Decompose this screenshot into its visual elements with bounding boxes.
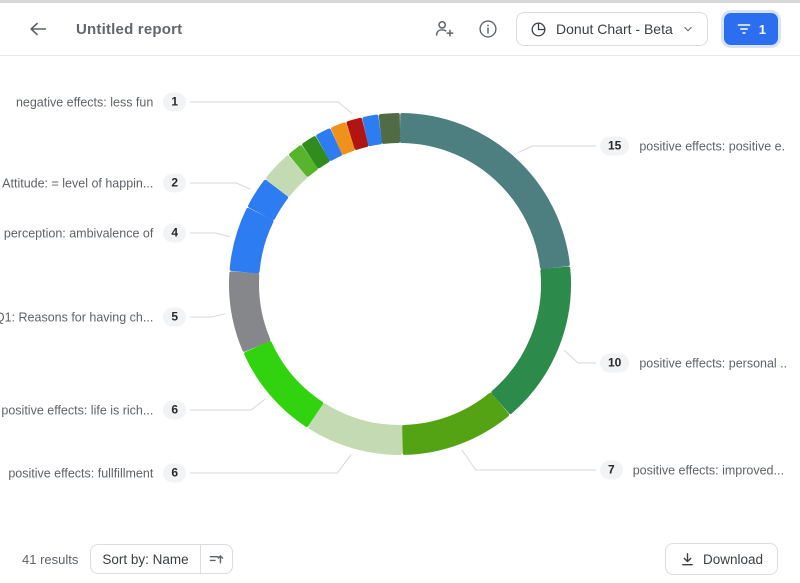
leader-line	[461, 449, 596, 471]
slice-label-text: positive effects: life is rich...	[1, 403, 154, 417]
slice-label-text: perception: ambivalence of	[3, 226, 154, 240]
donut-segment[interactable]	[399, 113, 570, 270]
results-count: 41 results	[22, 551, 79, 567]
slice-label-text: positive effects: personal ..	[639, 356, 788, 370]
filter-button[interactable]: 1	[723, 13, 778, 45]
leader-line	[563, 349, 596, 364]
donut-segment[interactable]	[308, 403, 403, 456]
info-icon	[479, 20, 497, 38]
leader-line	[190, 101, 353, 114]
donut-chart-icon	[531, 22, 546, 36]
donut-segment[interactable]	[491, 266, 571, 414]
slice-count-badge: 6	[163, 400, 186, 420]
slice-label-text: Attitude: = level of happin...	[2, 176, 154, 190]
donut-segment[interactable]	[316, 128, 342, 161]
share-add-person-button[interactable]	[428, 13, 460, 45]
leader-line	[190, 398, 266, 411]
slice-count-badge: 4	[163, 223, 186, 243]
slice-label-text: positive effects: positive e.	[639, 139, 786, 153]
slice-label[interactable]: Attitude: = level of happin... 2	[2, 173, 186, 193]
slice-count-badge: 1	[163, 92, 186, 112]
donut-segment[interactable]	[266, 155, 308, 197]
donut-segment[interactable]	[244, 341, 324, 427]
donut-chart-canvas: 15 positive effects: positive e. 10 positiv…	[0, 56, 800, 535]
sort-button-divider	[199, 545, 201, 573]
slice-label[interactable]: 7 positive effects: improved...	[600, 460, 784, 480]
filter-count-badge: 1	[758, 21, 766, 37]
slice-count-badge: 10	[600, 353, 630, 373]
download-icon	[682, 552, 693, 565]
filter-lines-icon	[737, 24, 751, 34]
chart-type-dropdown[interactable]: Donut Chart - Beta	[516, 12, 708, 46]
person-add-icon	[435, 21, 454, 37]
footer: 41 results Sort by: Name Download	[0, 535, 800, 583]
sort-button[interactable]: Sort by: Name	[90, 544, 233, 574]
sort-label: Sort by: Name	[102, 551, 189, 567]
sort-ascending-icon	[209, 554, 224, 563]
slice-count-badge: 15	[600, 136, 630, 156]
page-title[interactable]: Untitled report	[76, 20, 183, 38]
donut-segment[interactable]	[401, 392, 509, 455]
donut-segment[interactable]	[248, 179, 289, 221]
leader-line	[190, 453, 352, 474]
slice-label[interactable]: 15 positive effects: positive e.	[600, 136, 786, 156]
download-label: Download	[702, 551, 763, 567]
download-button[interactable]: Download	[664, 543, 778, 575]
slice-label-text: positive effects: fullfillment	[8, 466, 154, 480]
leader-line	[190, 232, 230, 238]
donut-segment[interactable]	[289, 145, 318, 177]
chevron-down-icon	[684, 27, 692, 32]
donut-segment[interactable]	[229, 271, 271, 352]
back-button[interactable]	[22, 13, 54, 45]
slice-label[interactable]: positive effects: fullfillment 6	[8, 463, 186, 483]
donut-segment[interactable]	[346, 117, 369, 150]
donut-segment[interactable]	[302, 136, 330, 169]
donut-segment[interactable]	[229, 207, 274, 274]
donut-segment[interactable]	[362, 114, 383, 147]
slice-count-badge: 7	[600, 460, 623, 480]
leader-line	[190, 182, 251, 190]
slice-count-badge: 2	[163, 173, 186, 193]
header: Untitled report Donut Chart - Beta	[0, 3, 800, 56]
slice-label[interactable]: negative effects: less fun 1	[15, 92, 186, 112]
leader-line	[518, 145, 596, 153]
slice-count-badge: 5	[163, 307, 186, 327]
donut-segment[interactable]	[378, 113, 401, 144]
donut-segment[interactable]	[331, 122, 355, 155]
leader-line	[190, 313, 226, 318]
info-button[interactable]	[472, 13, 504, 45]
slice-count-badge: 6	[163, 463, 186, 483]
slice-label-text: negative effects: less fun	[15, 95, 154, 109]
slice-label[interactable]: perception: ambivalence of 4	[3, 223, 186, 243]
slice-label-text: Q1: Reasons for having ch...	[0, 310, 154, 324]
slice-label[interactable]: positive effects: life is rich... 6	[1, 400, 186, 420]
donut-chart	[190, 101, 596, 474]
back-arrow-icon	[30, 22, 47, 36]
slice-label-text: positive effects: improved...	[632, 463, 784, 477]
chart-type-label: Donut Chart - Beta	[556, 21, 673, 37]
slice-label[interactable]: Q1: Reasons for having ch... 5	[0, 307, 186, 327]
window-top-edge	[0, 0, 800, 3]
slice-label[interactable]: 10 positive effects: personal ..	[600, 353, 788, 373]
